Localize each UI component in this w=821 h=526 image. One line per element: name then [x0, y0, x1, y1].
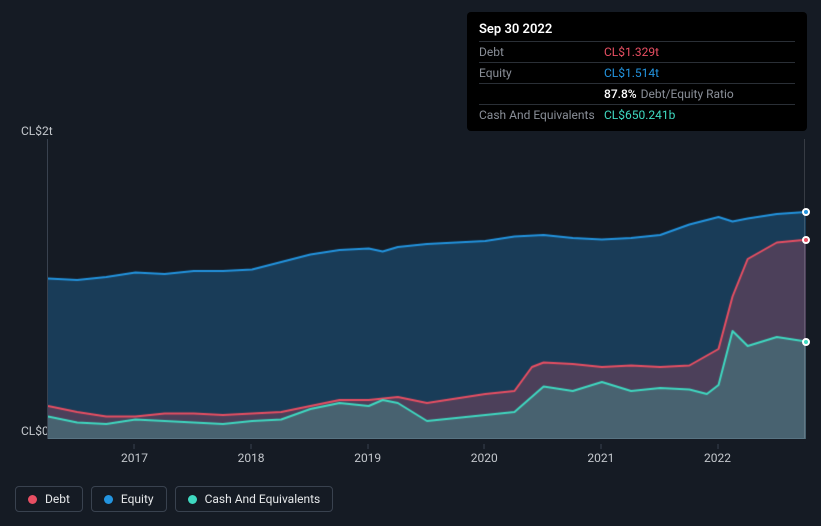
tooltip-row-label: Debt: [479, 45, 604, 59]
tooltip-row-label: Equity: [479, 66, 604, 80]
x-axis-tick: 2020: [471, 444, 498, 465]
tooltip-row-value: CL$1.329t: [604, 45, 795, 59]
series-endpoint-dot: [802, 338, 810, 346]
legend-dot-icon: [104, 495, 113, 504]
chart-tooltip: Sep 30 2022 DebtCL$1.329tEquityCL$1.514t…: [467, 12, 807, 131]
legend-label: Debt: [45, 492, 70, 506]
x-axis-tick: 2021: [587, 444, 614, 465]
chart-legend: Debt Equity Cash And Equivalents: [15, 486, 333, 512]
tooltip-row: Cash And EquivalentsCL$650.241b: [479, 104, 795, 125]
tooltip-row: EquityCL$1.514t: [479, 62, 795, 83]
x-axis-tick: 2017: [121, 444, 148, 465]
legend-item[interactable]: Equity: [91, 486, 167, 512]
legend-label: Cash And Equivalents: [205, 492, 321, 506]
y-axis-label: CL$2t: [21, 124, 53, 138]
chart-container: CL$2t CL$0 2017 2018 2019 2020 2021 2022: [15, 124, 806, 484]
x-axis-tick: 2018: [238, 444, 265, 465]
y-axis-label: CL$0: [21, 424, 49, 438]
tooltip-row-value: 87.8%Debt/Equity Ratio: [604, 87, 795, 101]
tooltip-date: Sep 30 2022: [479, 18, 795, 41]
legend-item[interactable]: Debt: [15, 486, 83, 512]
legend-label: Equity: [121, 492, 154, 506]
tooltip-row-value: CL$1.514t: [604, 66, 795, 80]
tooltip-row-label: [479, 87, 604, 101]
legend-item[interactable]: Cash And Equivalents: [175, 486, 334, 512]
x-axis-tick: 2022: [704, 444, 731, 465]
series-endpoint-dot: [802, 208, 810, 216]
tooltip-row-value: CL$650.241b: [604, 108, 795, 122]
tooltip-row-label: Cash And Equivalents: [479, 108, 604, 122]
x-axis-tick: 2019: [354, 444, 381, 465]
chart-x-axis: 2017 2018 2019 2020 2021 2022: [47, 444, 805, 464]
tooltip-row: 87.8%Debt/Equity Ratio: [479, 83, 795, 104]
tooltip-row: DebtCL$1.329t: [479, 41, 795, 62]
series-endpoint-dot: [802, 236, 810, 244]
legend-dot-icon: [188, 495, 197, 504]
chart-plot-area[interactable]: [47, 139, 805, 439]
legend-dot-icon: [28, 495, 37, 504]
chart-hover-line: [804, 139, 805, 438]
